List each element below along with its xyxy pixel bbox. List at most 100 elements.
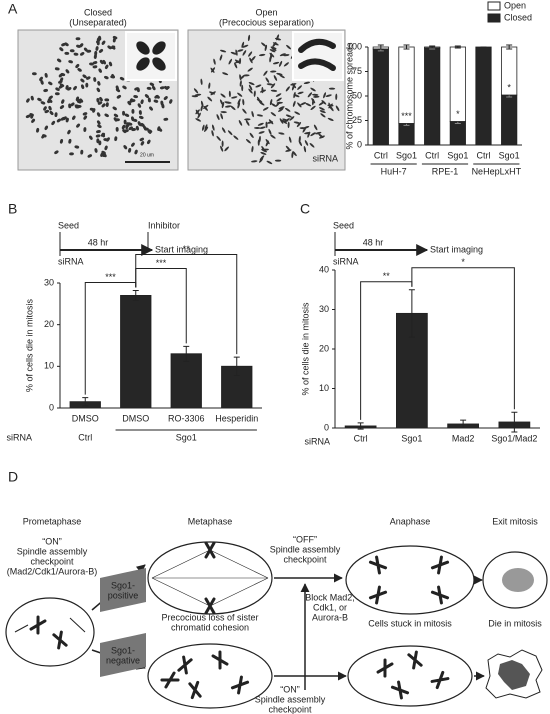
chromosome: [228, 90, 231, 98]
chromosome: [47, 98, 51, 104]
chromosome: [72, 115, 76, 120]
label: (Unseparated): [69, 17, 127, 27]
chromosome: [245, 120, 250, 126]
chromosome: [64, 51, 70, 55]
label: Hesperidin: [215, 413, 258, 423]
chromosome: [242, 108, 247, 114]
chromosome: [134, 149, 138, 155]
chromosome: [241, 41, 245, 48]
chromosome: [153, 99, 159, 103]
chromosome-icon: [29, 615, 47, 635]
chromosome: [313, 124, 318, 131]
chromosome: [68, 138, 72, 144]
chromosome: [56, 118, 62, 123]
chromosome: [265, 77, 270, 83]
label: Seed: [58, 220, 79, 230]
cell: [482, 551, 548, 609]
chromosome: [73, 52, 79, 56]
chromosome: [195, 109, 200, 116]
chromosome: [96, 120, 101, 125]
label: NeHepLxHT: [472, 166, 522, 176]
chromosome: [286, 44, 292, 50]
bar-segment: [424, 47, 441, 146]
chromosome: [104, 145, 108, 151]
chromosome: [249, 132, 254, 139]
label: positive: [108, 590, 139, 600]
chromosome: [70, 102, 75, 107]
chromosome: [278, 132, 285, 135]
chromosome: [65, 117, 69, 123]
chromosome: [219, 49, 227, 53]
chromosome: [270, 52, 273, 60]
chromosome: [57, 58, 62, 63]
chromosome: [128, 126, 133, 131]
chromosome: [297, 102, 302, 108]
chromosome-icon: [407, 650, 423, 670]
chromosome: [113, 113, 119, 118]
chromosome: [209, 91, 216, 95]
chromosome: [224, 101, 231, 104]
error-bar: [403, 44, 410, 50]
chromosome: [193, 88, 199, 94]
chromosome: [96, 112, 101, 117]
chromosome: [40, 80, 44, 85]
label: checkpoint: [30, 556, 74, 566]
error-bar: [183, 345, 190, 362]
chromosome: [279, 118, 284, 124]
label: Sgo1: [176, 432, 197, 442]
chromosome: [237, 92, 243, 97]
chromosome: [270, 112, 276, 117]
chromosome: [251, 110, 254, 118]
chromosome: [68, 60, 73, 64]
tag: [100, 633, 146, 677]
chromosome: [328, 103, 333, 109]
chromosome: [274, 37, 282, 41]
label: Start imaging: [430, 244, 483, 254]
chromosome: [155, 95, 160, 99]
label: Sgo1/Mad2: [491, 433, 537, 443]
chromosome: [48, 105, 52, 111]
chromosome-icon: [177, 655, 193, 675]
chromosome: [79, 43, 84, 48]
chromosome: [61, 99, 65, 104]
chromosome: [294, 111, 301, 115]
label: Block Mad2,: [305, 592, 355, 602]
line: [69, 617, 86, 633]
chromosome: [197, 112, 201, 119]
chromosome: [282, 118, 289, 122]
chromosome: [89, 107, 95, 111]
chromosome: [105, 102, 109, 107]
chromosome: [297, 85, 302, 90]
chromosome: [311, 97, 316, 104]
label: Ctrl: [425, 150, 439, 160]
chromosome: [104, 98, 110, 102]
chromosome: [315, 131, 322, 135]
label: 20: [44, 319, 54, 329]
chromosome: [98, 48, 104, 53]
chromosome: [270, 89, 278, 92]
line: [209, 577, 269, 607]
chromosome: [210, 67, 215, 73]
chromosome: [101, 103, 106, 108]
chromosome: [68, 103, 72, 109]
chromosome: [256, 114, 264, 117]
cell: [147, 541, 273, 615]
label: Mad2: [452, 433, 475, 443]
chromosome: [102, 152, 107, 158]
chromosome: [227, 130, 233, 136]
chromosome: [101, 40, 106, 45]
chromosome: [242, 98, 245, 106]
chromosome: [108, 61, 113, 67]
chromosome: [259, 126, 266, 129]
chromosome: [147, 129, 152, 134]
chromosome: [245, 138, 251, 144]
chromosome: [60, 72, 66, 77]
chromosome: [207, 96, 213, 102]
chromosome: [146, 86, 152, 90]
error-bar: [506, 44, 513, 50]
label: 75: [352, 66, 362, 76]
chromosome: [269, 98, 273, 106]
chromosome: [278, 106, 285, 110]
chromosome: [133, 95, 139, 99]
chromosome: [266, 83, 274, 86]
